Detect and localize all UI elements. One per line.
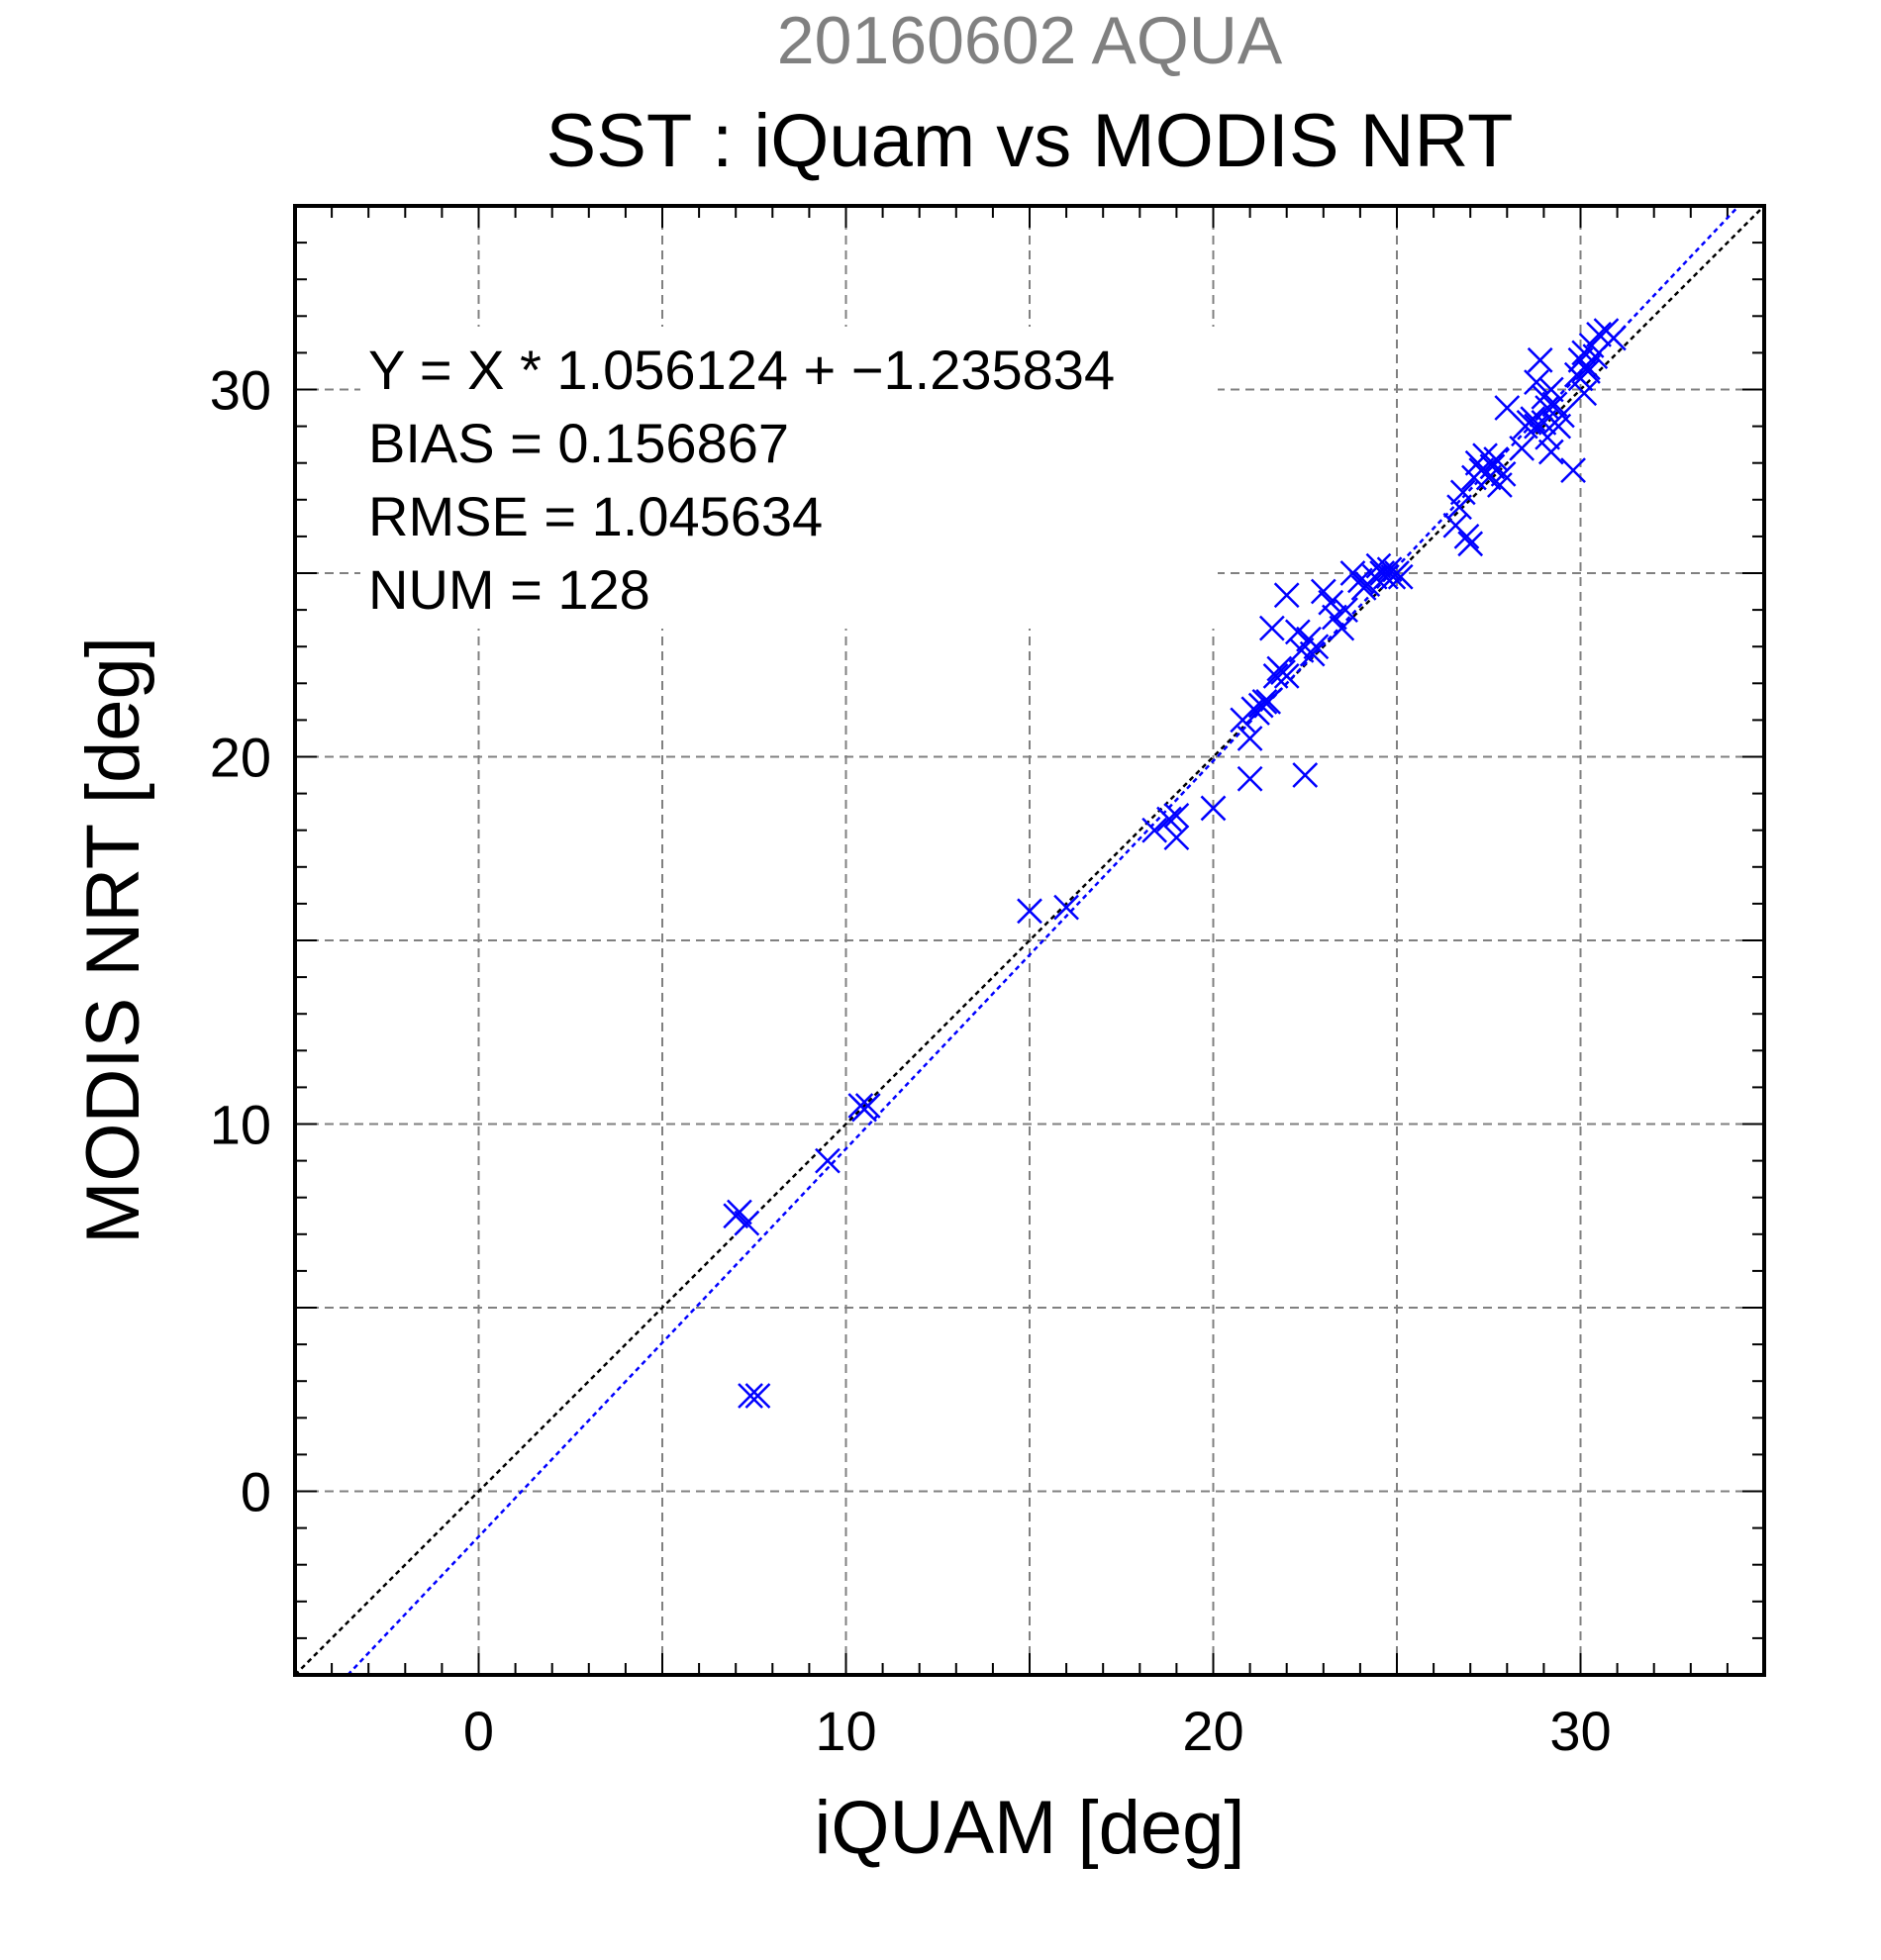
data-point	[1483, 446, 1510, 472]
y-tick-label: 20	[210, 727, 271, 789]
x-tick-label: 30	[1549, 1700, 1611, 1762]
data-point	[1509, 435, 1535, 461]
data-point	[1457, 531, 1484, 557]
data-point	[1490, 460, 1517, 487]
data-point	[1200, 795, 1227, 822]
data-point	[1524, 369, 1549, 395]
data-points	[723, 318, 1627, 1409]
data-point	[1549, 402, 1575, 429]
data-point	[1273, 582, 1300, 609]
fit-line	[346, 205, 1740, 1676]
x-tick-label: 10	[815, 1700, 876, 1762]
stats-box: Y = X * 1.056124 + −1.235834 BIAS = 0.15…	[360, 327, 1218, 629]
data-point	[1303, 634, 1330, 660]
data-point	[1255, 688, 1282, 715]
plot-frame	[293, 204, 1766, 1677]
data-point	[1571, 380, 1598, 407]
data-point	[727, 1199, 752, 1225]
data-point	[1575, 354, 1601, 381]
data-point	[1531, 410, 1557, 436]
data-point	[1479, 453, 1506, 480]
rmse-value: RMSE = 1.045634	[368, 485, 823, 547]
fit-equation: Y = X * 1.056124 + −1.235834	[368, 339, 1115, 401]
data-point	[1329, 615, 1355, 641]
data-point	[1376, 556, 1403, 583]
data-point	[1453, 524, 1480, 549]
data-point	[1537, 439, 1564, 465]
data-point	[1262, 662, 1289, 689]
data-point	[1237, 765, 1263, 792]
data-point	[1053, 894, 1079, 921]
chart-title: SST : iQuam vs MODIS NRT	[546, 99, 1514, 183]
data-point	[744, 1383, 771, 1409]
data-point	[1575, 358, 1601, 384]
x-axis-title: iQUAM [deg]	[814, 1786, 1244, 1870]
data-point	[1258, 615, 1285, 641]
data-point	[1537, 376, 1564, 403]
data-point	[1251, 688, 1278, 715]
data-point	[1318, 589, 1344, 616]
data-point	[1333, 597, 1358, 623]
data-point	[1560, 457, 1586, 484]
data-point	[1347, 567, 1373, 594]
data-point	[1586, 321, 1612, 347]
data-point	[734, 1210, 760, 1236]
data-point	[1292, 762, 1319, 788]
data-point	[1527, 346, 1553, 373]
data-point	[1541, 391, 1568, 418]
data-point	[1017, 898, 1042, 925]
chart-supertitle: 20160602 AQUA	[777, 3, 1283, 78]
data-point	[1449, 479, 1476, 506]
data-point	[815, 1147, 841, 1174]
y-tick-label: 10	[210, 1094, 271, 1156]
data-point	[738, 1383, 763, 1409]
x-tick-label: 20	[1182, 1700, 1243, 1762]
data-point	[854, 1093, 881, 1119]
bias-value: BIAS = 0.156867	[368, 412, 789, 474]
data-point	[1387, 563, 1414, 590]
data-point	[1163, 802, 1190, 829]
tick-labels: 0 10 20 30 0 10 20 30	[210, 359, 1612, 1763]
data-point	[1446, 494, 1472, 521]
data-point	[1310, 578, 1336, 605]
data-point	[1273, 662, 1300, 689]
data-point	[1163, 825, 1190, 851]
y-axis-title: MODIS NRT [deg]	[71, 637, 155, 1244]
data-point	[1141, 817, 1168, 843]
x-tick-label: 0	[463, 1700, 494, 1762]
data-point	[1299, 640, 1326, 667]
data-point	[1601, 325, 1627, 351]
count-value: NUM = 128	[368, 558, 650, 621]
data-point	[1322, 604, 1347, 631]
y-tick-label: 0	[241, 1461, 271, 1523]
data-point	[1237, 726, 1263, 751]
y-tick-label: 30	[210, 359, 271, 422]
data-point	[1156, 806, 1182, 833]
